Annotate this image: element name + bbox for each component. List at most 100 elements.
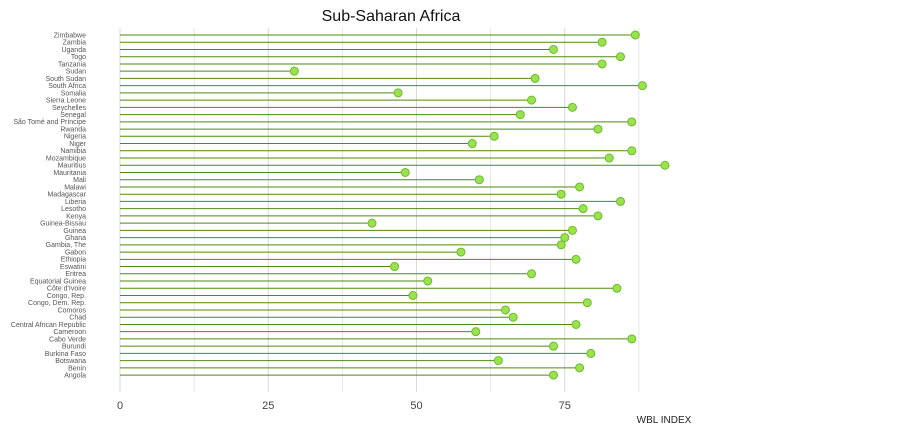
- data-point: [604, 153, 614, 163]
- data-point: [367, 218, 377, 228]
- data-point: [527, 269, 537, 279]
- category-label: Cameroon: [53, 329, 86, 336]
- category-label: Burkina Faso: [45, 351, 86, 358]
- data-point: [393, 88, 403, 98]
- data-point: [560, 233, 570, 243]
- category-label: Gambia, The: [46, 242, 86, 249]
- category-label: Niger: [69, 141, 86, 148]
- category-label: Mozambique: [46, 155, 86, 162]
- data-point: [493, 356, 503, 366]
- category-label: Rwanda: [60, 126, 86, 133]
- data-point: [627, 146, 637, 156]
- data-point: [556, 189, 566, 199]
- data-point: [612, 283, 622, 293]
- category-label: Nigeria: [64, 134, 86, 141]
- data-point: [615, 52, 625, 62]
- chart-title: Sub-Saharan Africa: [322, 8, 461, 25]
- category-label: Equatorial Guinea: [30, 278, 86, 285]
- data-point: [500, 305, 510, 315]
- category-labels: ZimbabweZambiaUgandaTogoTanzaniaSudanSou…: [11, 32, 87, 379]
- data-point: [597, 37, 607, 47]
- data-point: [548, 44, 558, 54]
- category-label: Ghana: [65, 235, 86, 242]
- category-label: Guinea: [63, 228, 86, 235]
- category-label: Madagascar: [47, 192, 86, 199]
- data-point: [630, 30, 640, 40]
- data-point: [471, 327, 481, 337]
- data-point: [456, 247, 466, 257]
- category-label: Burundi: [62, 344, 87, 351]
- x-tick-label: 50: [410, 400, 422, 412]
- category-label: South Sudan: [46, 76, 87, 83]
- category-label: Uganda: [61, 47, 86, 54]
- category-label: Sudan: [66, 69, 86, 76]
- data-point: [474, 175, 484, 185]
- data-point: [390, 262, 400, 272]
- category-label: Senegal: [60, 112, 86, 119]
- category-label: Eritrea: [65, 271, 86, 278]
- category-label: Mauritius: [58, 163, 87, 170]
- category-label: Central African Republic: [11, 322, 87, 329]
- x-tick-label: 0: [117, 400, 123, 412]
- data-point: [423, 276, 433, 286]
- category-label: Seychelles: [52, 105, 86, 112]
- data-point: [467, 139, 477, 149]
- data-point: [637, 81, 647, 91]
- data-point: [627, 334, 637, 344]
- category-label: Namibia: [60, 148, 86, 155]
- category-label: Chad: [69, 315, 86, 322]
- data-point: [515, 110, 525, 120]
- data-point: [578, 204, 588, 214]
- category-label: Côte d'Ivoire: [47, 286, 86, 293]
- data-point: [508, 312, 518, 322]
- data-point: [556, 240, 566, 250]
- data-point: [527, 95, 537, 105]
- data-point: [575, 182, 585, 192]
- data-point: [571, 254, 581, 264]
- data-point: [586, 348, 596, 358]
- category-label: Guinea-Bissau: [40, 221, 86, 228]
- data-point: [289, 66, 299, 76]
- data-point: [597, 59, 607, 69]
- x-tick-label: 75: [559, 400, 571, 412]
- category-label: Comoros: [58, 307, 87, 314]
- data-point: [567, 102, 577, 112]
- data-point: [660, 160, 670, 170]
- data-point: [400, 167, 410, 177]
- category-label: Ethiopia: [61, 257, 86, 264]
- category-label: Congo, Dem. Rep.: [28, 300, 86, 307]
- category-label: Mauritania: [53, 170, 86, 177]
- x-axis-ticks: 0 25 50 75: [117, 400, 571, 412]
- category-label: Lesotho: [61, 206, 86, 213]
- category-label: Kenya: [66, 213, 86, 220]
- data-point: [615, 196, 625, 206]
- x-tick-label: 25: [262, 400, 274, 412]
- data-point: [489, 131, 499, 141]
- category-label: Cabo Verde: [49, 336, 86, 343]
- category-label: Malawi: [64, 184, 86, 191]
- data-point: [582, 298, 592, 308]
- category-label: Somalia: [61, 90, 86, 97]
- data-point: [575, 363, 585, 373]
- grid-layer: [119, 28, 640, 392]
- data-point: [593, 211, 603, 221]
- category-label: Zimbabwe: [54, 32, 86, 39]
- data-point: [408, 290, 418, 300]
- category-label: Zambia: [63, 40, 86, 47]
- x-axis-title: WBL INDEX: [637, 415, 692, 426]
- category-label: Gabon: [65, 249, 86, 256]
- category-label: Botswana: [55, 358, 86, 365]
- category-label: Angola: [64, 372, 86, 379]
- category-label: Congo, Rep.: [47, 293, 86, 300]
- category-label: Mali: [73, 177, 86, 184]
- category-label: São Tomé and Príncipe: [13, 119, 86, 126]
- category-label: Sierra Leone: [46, 98, 86, 105]
- data-point: [567, 225, 577, 235]
- data-point: [530, 73, 540, 83]
- category-label: Liberia: [65, 199, 86, 206]
- data-point: [548, 341, 558, 351]
- category-label: Benin: [68, 365, 86, 372]
- data-point: [627, 117, 637, 127]
- category-label: Togo: [71, 54, 86, 61]
